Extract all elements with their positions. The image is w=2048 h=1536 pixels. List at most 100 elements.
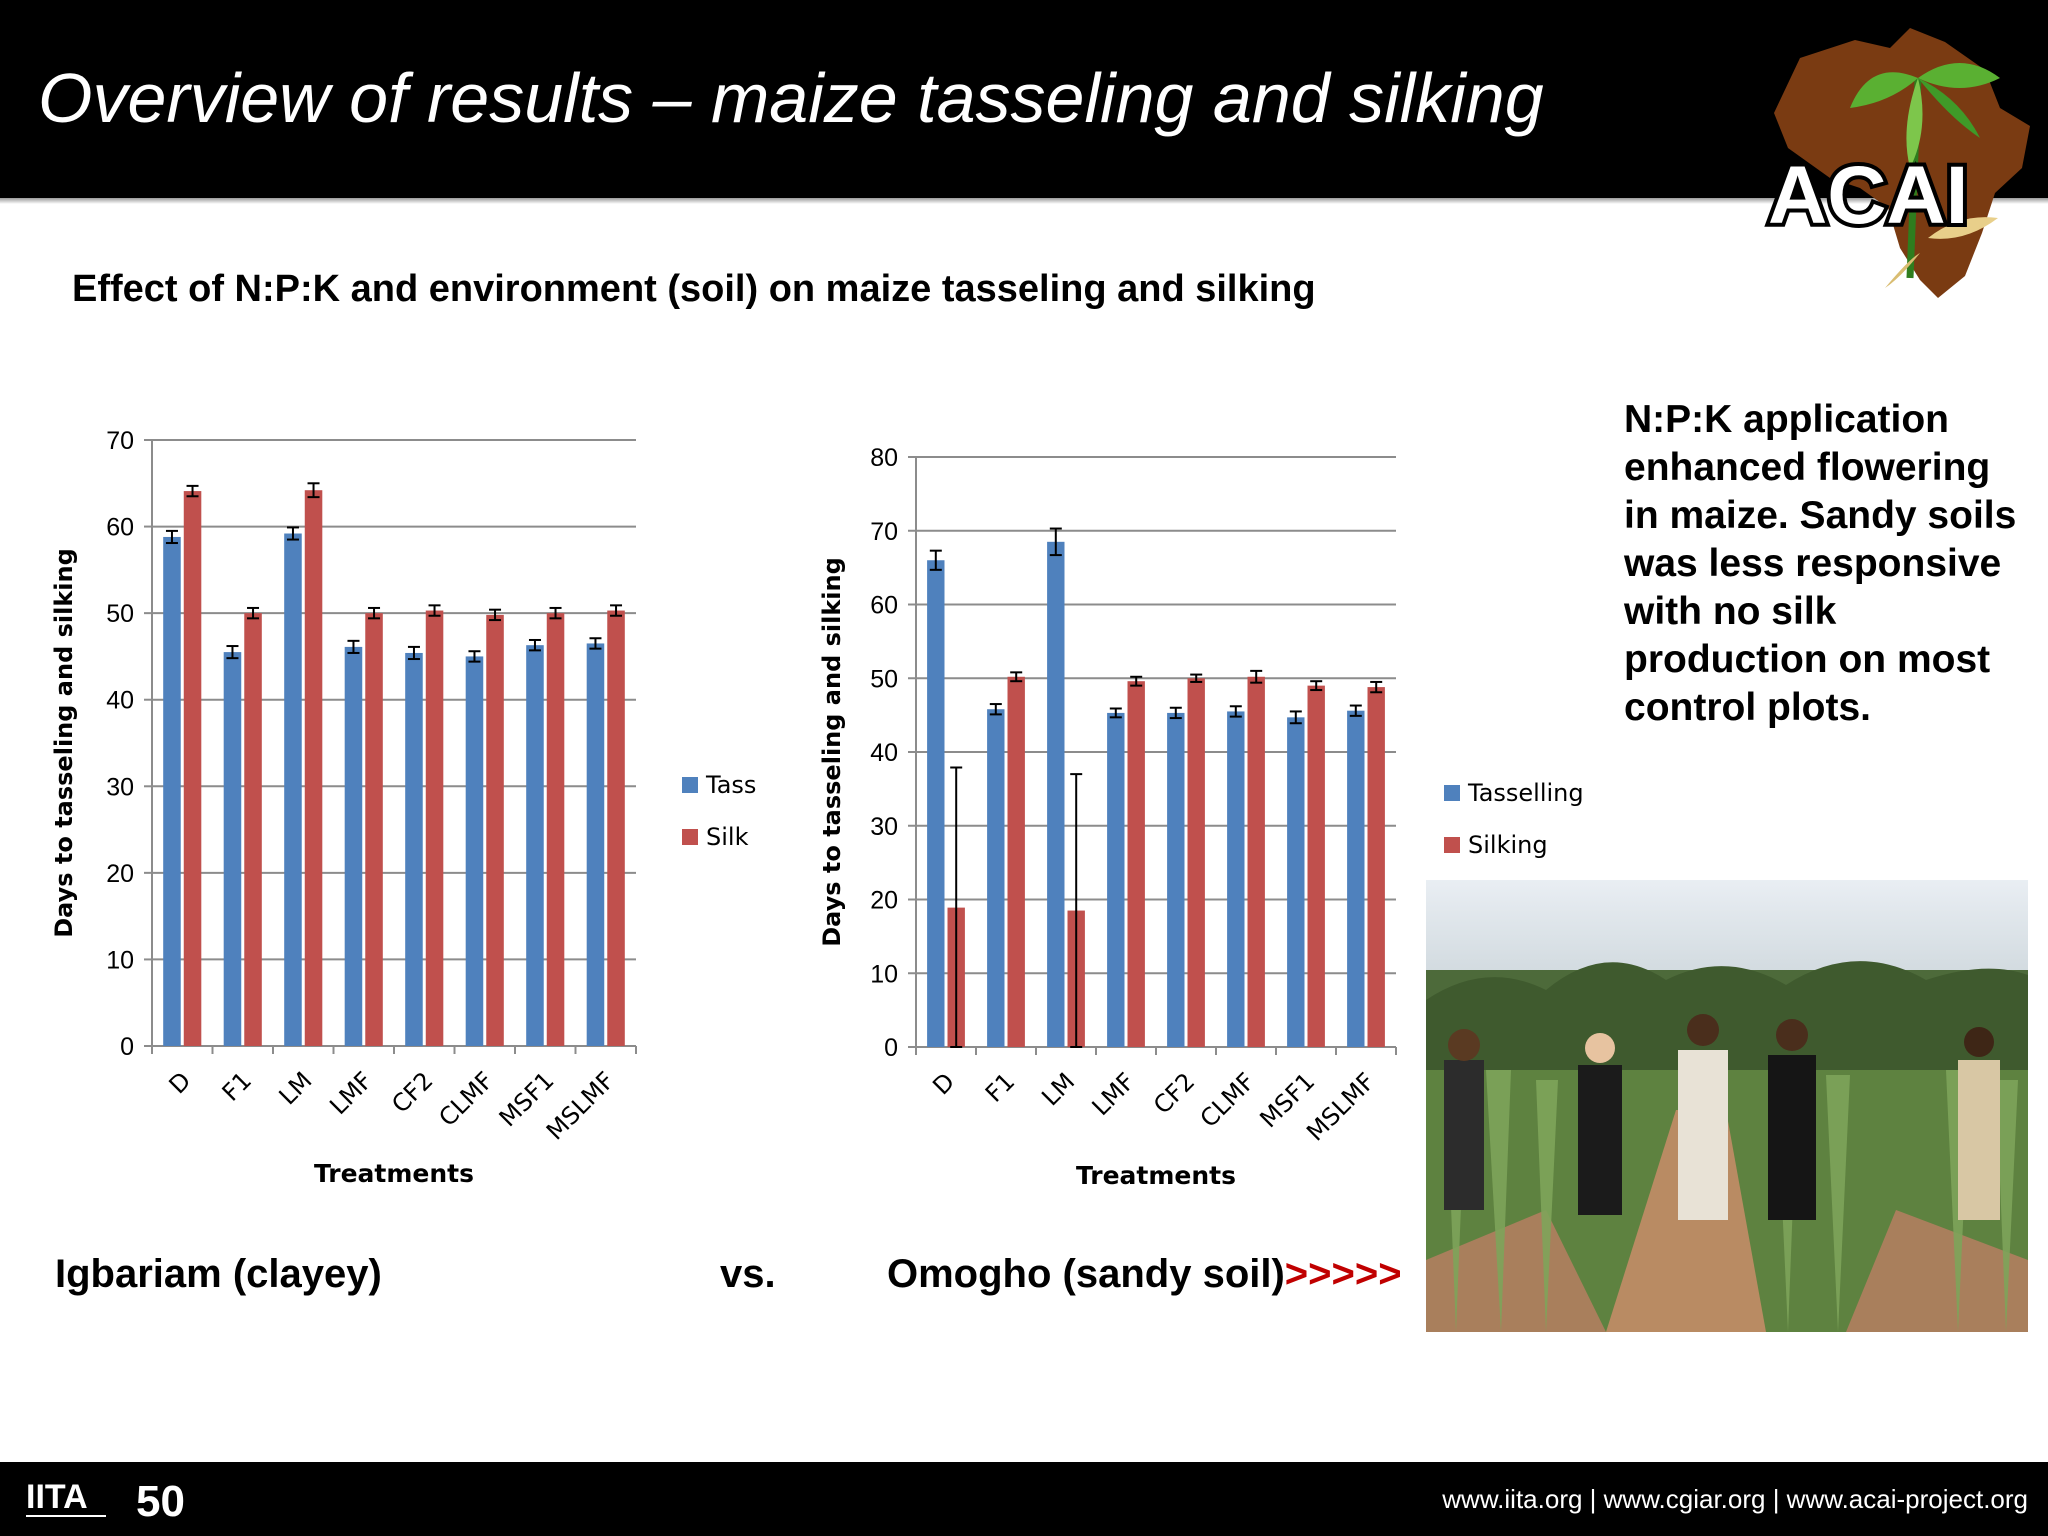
y-tick-label: 30 [106,773,134,801]
caption-igbariam: Igbariam (clayey) [55,1252,382,1296]
dry-leaf [1928,217,1998,239]
bar-silking [1307,685,1325,1047]
bar-tass [163,536,181,1046]
x-tick-label: LMF [324,1066,378,1120]
bar-tass [526,645,544,1046]
y-axis-title: Days to tasseling and silking [818,557,846,947]
acai-logo: ACAI [1764,28,2030,298]
slide-footer: IITA 50 www.iita.org | www.cgiar.org | w… [0,1462,2048,1536]
y-tick-label: 40 [106,687,134,715]
y-tick-label: 10 [106,946,134,974]
x-tick-label: MSLMF [541,1066,620,1145]
x-tick-label: CF2 [386,1066,438,1118]
bar-tasselling [987,709,1005,1047]
legend-swatch [682,777,698,793]
bar-tass [586,643,605,1046]
leaf-3 [1906,78,1923,168]
header-shadow [0,198,2048,204]
slide-subtitle: Effect of N:P:K and environment (soil) o… [72,268,1316,310]
y-tick-label: 20 [106,860,134,888]
leaf-1 [1850,72,1918,108]
caption-omogho: Omogho (sandy soil)>>>>> [887,1252,1402,1297]
bar-tass [223,652,242,1046]
legend-label: Silk [706,823,749,851]
x-tick-label: CF2 [1148,1067,1200,1119]
leaf-4 [1918,78,1980,138]
bar-tass [405,652,423,1046]
bar-tass [344,646,363,1046]
iita-logo-text: IITA [26,1478,88,1516]
bar-silking [1127,681,1145,1047]
y-tick-label: 50 [870,665,898,693]
slide-title: Overview of results – maize tasseling an… [38,59,1544,137]
bar-silk [607,610,625,1046]
bar-tasselling [1347,710,1365,1047]
results-note: N:P:K application enhanced flowering in … [1624,398,2017,729]
y-axis-title: Days to tasseling and silking [50,548,78,938]
x-tick-label: CLMF [1195,1067,1261,1133]
caption-omogho-text: Omogho (sandy soil) [887,1252,1285,1296]
y-tick-label: 20 [870,887,898,915]
x-tick-label: LM [1036,1067,1080,1111]
bar-silk [546,613,565,1046]
bar-silking [1367,687,1385,1047]
slide-header: Overview of results – maize tasseling an… [0,0,2048,198]
legend-label: Tasselling [1467,779,1584,807]
bar-silking [1007,676,1025,1047]
legend-swatch [682,829,698,845]
bar-silk [425,610,444,1046]
x-axis-title: Treatments [314,1159,474,1188]
y-tick-label: 70 [106,427,134,455]
legend-label: Silking [1468,831,1548,859]
bar-tass [465,656,484,1046]
y-tick-label: 0 [884,1034,898,1062]
x-tick-label: CLMF [433,1066,499,1132]
bar-silk [486,614,504,1046]
y-tick-label: 60 [106,514,134,542]
y-tick-label: 0 [120,1033,134,1061]
anniversary-logo-text: 50 [136,1477,185,1526]
bar-silk [304,490,323,1046]
leaf-2 [1918,63,2000,88]
footer-links: www.iita.org | www.cgiar.org | www.acai-… [1442,1484,2028,1514]
x-tick-label: F1 [980,1067,1020,1107]
x-tick-label: F1 [217,1066,257,1106]
bar-silk [244,613,262,1046]
x-tick-label: D [164,1066,197,1099]
y-tick-label: 10 [870,960,898,988]
bar-tasselling [1227,711,1245,1047]
legend-swatch [1444,837,1460,853]
y-tick-label: 50 [106,600,134,628]
x-tick-label: D [927,1067,960,1100]
bar-tasselling [927,560,945,1047]
bar-tass [284,533,302,1046]
caption-arrows: >>>>> [1284,1252,1402,1296]
dry-leaf-2 [1885,253,1920,288]
caption-vs: vs. [720,1252,776,1296]
y-tick-label: 70 [870,518,898,546]
legend-label: Tass [705,771,756,799]
legend-swatch [1444,785,1460,801]
y-tick-label: 40 [870,739,898,767]
field-photo [1426,880,2028,1332]
bar-tasselling [1047,541,1065,1047]
y-tick-label: 60 [870,592,898,620]
bar-tasselling [1107,712,1125,1047]
bar-silk [365,613,383,1046]
y-tick-label: 80 [870,444,898,472]
bar-silking [1187,678,1205,1047]
y-tick-label: 30 [870,813,898,841]
bar-silking [1247,676,1265,1047]
iita-logo: IITA 50 [26,1477,185,1526]
people-group [1444,1014,2000,1220]
bar-tasselling [1167,712,1185,1047]
bar-tasselling [1287,717,1305,1047]
x-tick-label: LMF [1087,1067,1141,1121]
x-tick-label: LM [274,1066,318,1110]
x-axis-title: Treatments [1076,1161,1236,1190]
logo-text: ACAI [1768,150,1968,241]
x-tick-label: MSLMF [1301,1067,1380,1146]
bar-silk [183,491,202,1046]
